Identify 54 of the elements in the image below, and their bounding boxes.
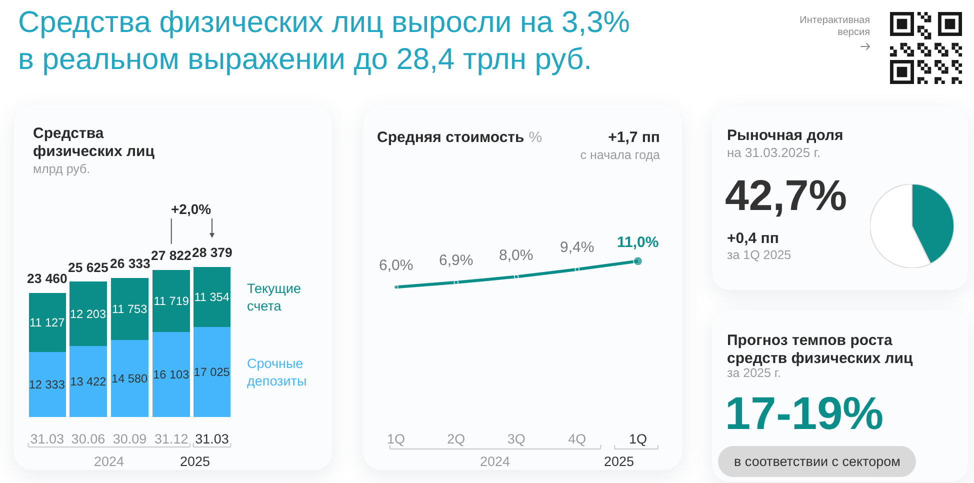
text: +0,4 пп <box>727 230 779 248</box>
data-label: 6,0% <box>379 257 414 274</box>
x-tick-label: 31.03 <box>30 432 64 446</box>
total-label: 26 333 <box>110 256 150 271</box>
data-label: 9,4% <box>560 239 594 256</box>
text: за 2025 г. <box>727 366 781 381</box>
text: 2025 <box>180 454 210 469</box>
text: 2025 <box>604 454 634 469</box>
text: с начала года <box>580 148 660 163</box>
x-tick-label: 31.12 <box>154 432 188 446</box>
data-label: 17 025 <box>194 365 230 380</box>
total-label: 23 460 <box>27 271 68 286</box>
data-label: 13 422 <box>70 374 106 389</box>
x-tick-label: 3Q <box>507 432 526 446</box>
text: Интерактивная версия <box>798 15 870 39</box>
x-tick-label: 4Q <box>568 432 586 446</box>
data-label: 11 753 <box>112 302 148 316</box>
chart-title: Средства физических лиц <box>33 125 156 161</box>
y-axis-title: % <box>528 129 542 146</box>
text: 2024 <box>480 454 511 469</box>
data-label: 8,0% <box>499 247 534 264</box>
chart-subtitle: млрд руб. <box>33 162 90 177</box>
chart-title: Рыночная доля <box>727 127 844 145</box>
text: 2024 <box>94 454 125 469</box>
x-tick-label: 1Q <box>386 432 406 446</box>
data-label: 14 580 <box>112 371 148 386</box>
x-tick-label: 30.09 <box>112 432 147 446</box>
text: +2,0% <box>171 201 212 217</box>
data-label: 11 354 <box>194 290 230 304</box>
data-label: 11 127 <box>29 315 65 330</box>
text: в соответствии с сектором <box>718 446 916 477</box>
chart-subtitle: на 31.03.2025 г. <box>727 145 820 160</box>
series-label: Срочные депозиты <box>247 356 307 389</box>
data-label: 6,9% <box>439 252 474 269</box>
total-label: 27 822 <box>151 248 192 263</box>
data-label: 11 719 <box>154 294 189 308</box>
data-label: 12 333 <box>28 377 66 392</box>
x-tick-label: 30.06 <box>71 432 106 446</box>
data-label: 16 103 <box>153 367 190 382</box>
chart-title: Средняя стоимость <box>377 129 524 146</box>
total-label: 28 379 <box>192 245 232 260</box>
total-label: 25 625 <box>68 260 108 275</box>
x-tick-label: 1Q <box>628 432 648 446</box>
x-tick-label: 2Q <box>447 432 466 446</box>
text: 17-19% <box>725 386 884 440</box>
data-label: 11,0% <box>617 234 659 251</box>
text: 42,7% <box>725 172 847 220</box>
text: за 1Q 2025 <box>727 248 792 263</box>
text: +1,7 пп <box>608 129 660 147</box>
x-tick-label: 31.03 <box>195 432 229 446</box>
text: Средства физических лиц выросли на 3,3% в реальном выражении до 28,4 трлн руб. <box>18 5 631 78</box>
text: Прогноз темпов роста средств физических лиц <box>727 332 914 368</box>
series-label: Текущие счета <box>247 281 301 314</box>
data-label: 12 203 <box>70 306 106 321</box>
